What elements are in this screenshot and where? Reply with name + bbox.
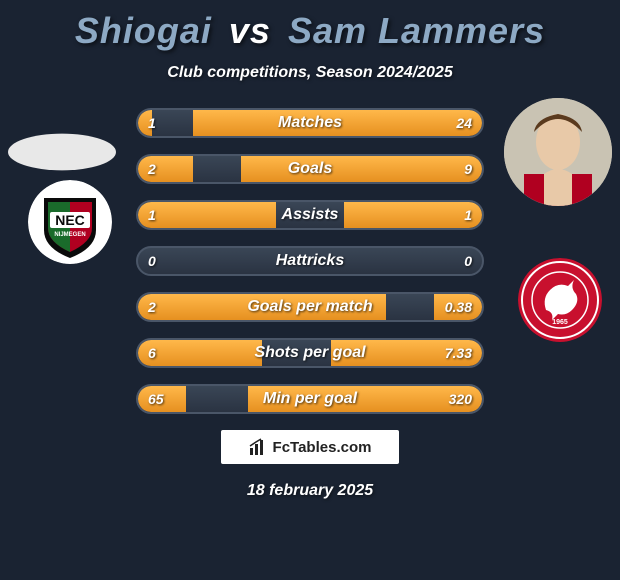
stat-value-right: 0 [464,253,472,269]
stat-fill-left [138,202,276,228]
stat-value-right: 1 [464,207,472,223]
stat-row: 1 Assists 1 [136,200,484,230]
player2-avatar [504,98,612,206]
stat-fill-left [138,156,193,182]
stat-value-right: 9 [464,161,472,177]
stat-label: Matches [278,114,342,132]
stat-label: Goals [288,160,332,178]
stat-row: 65 Min per goal 320 [136,384,484,414]
stat-fill-right [241,156,482,182]
stat-value-left: 2 [148,299,156,315]
stat-label: Assists [282,206,339,224]
stat-fill-left [138,340,262,366]
player1-avatar [8,134,116,171]
stat-value-left: 0 [148,253,156,269]
stat-value-right: 0.38 [445,299,472,315]
comparison-panel: NEC NIJMEGEN 1965 1 Matches 24 2 Goals 9 1 Assi… [0,108,620,414]
stat-value-right: 7.33 [445,345,472,361]
stat-value-left: 6 [148,345,156,361]
stat-label: Hattricks [276,252,344,270]
player1-club-logo: NEC NIJMEGEN [28,180,112,264]
stat-row: 2 Goals per match 0.38 [136,292,484,322]
stat-value-right: 24 [456,115,472,131]
stat-row: 6 Shots per goal 7.33 [136,338,484,368]
subtitle: Club competitions, Season 2024/2025 [0,64,620,82]
page-title: Shiogai vs Sam Lammers [0,0,620,52]
stat-value-right: 320 [449,391,472,407]
stat-fill-right [344,202,482,228]
svg-text:1965: 1965 [552,319,568,326]
vs-label: vs [229,10,271,51]
stat-row: 1 Matches 24 [136,108,484,138]
player1-name: Shiogai [75,10,212,51]
date-label: 18 february 2025 [0,482,620,500]
player2-name: Sam Lammers [288,10,545,51]
stat-value-left: 1 [148,115,156,131]
stat-label: Goals per match [247,298,372,316]
stat-label: Min per goal [263,390,357,408]
stat-value-left: 2 [148,161,156,177]
stat-label: Shots per goal [254,344,365,362]
stat-value-left: 1 [148,207,156,223]
brand-badge: FcTables.com [221,430,399,464]
stat-value-left: 65 [148,391,164,407]
stat-row: 2 Goals 9 [136,154,484,184]
svg-text:NEC: NEC [55,212,85,228]
chart-icon [249,438,267,456]
stat-bars: 1 Matches 24 2 Goals 9 1 Assists 1 0 Hattricks 0 2 Go… [136,108,484,414]
stat-row: 0 Hattricks 0 [136,246,484,276]
brand-text: FcTables.com [273,439,372,456]
svg-text:NIJMEGEN: NIJMEGEN [54,232,85,238]
player2-club-logo: 1965 [518,258,602,342]
